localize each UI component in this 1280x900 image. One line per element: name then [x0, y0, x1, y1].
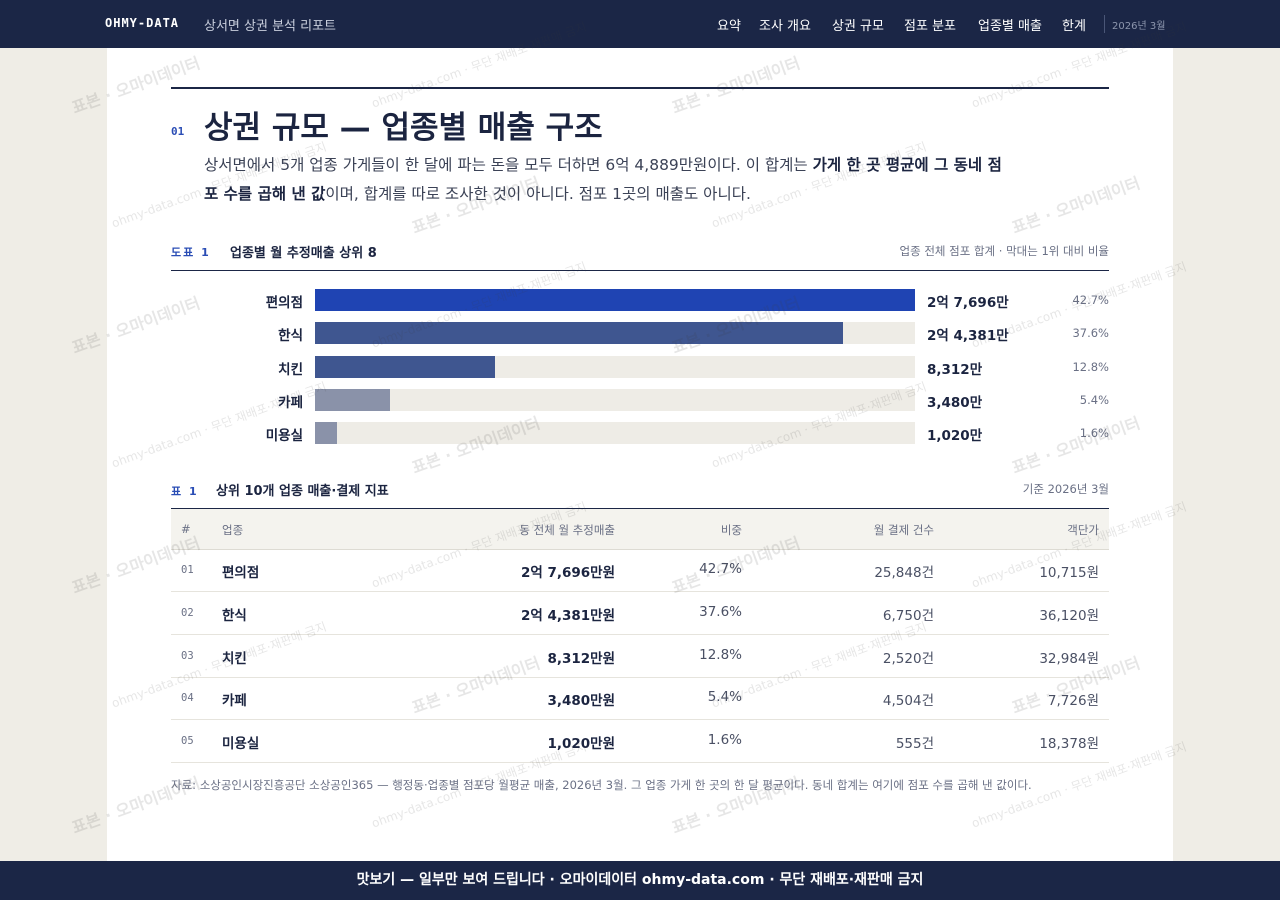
lede-text: 이며, 합계를 따로 조사한 것이 아니다. 점포 1곳의 매출도 아니다. [325, 185, 751, 203]
table-cell: 18,378원 [1039, 736, 1099, 753]
header-date: 2026년 3월 [1112, 21, 1166, 32]
report-title: 상서면 상권 분석 리포트 [204, 19, 336, 34]
lede: 상서면에서 5개 업종 가게들이 한 달에 파는 돈을 모두 더하면 6억 4,… [204, 151, 1004, 209]
section-title: 상권 규모 — 업종별 매출 구조 [204, 110, 603, 146]
row-divider [171, 719, 1109, 721]
bar [315, 422, 338, 445]
table-cell: 3,480만원 [547, 693, 615, 710]
row-divider [171, 633, 1109, 635]
bar [315, 322, 844, 345]
brand: OHMY-DATA [105, 16, 180, 30]
table-cell: 1,020만원 [547, 736, 615, 753]
share-label: 5.4% [1079, 392, 1109, 407]
table-cell: 8,312만원 [547, 650, 615, 667]
table-header-row [171, 509, 1109, 550]
table-cell: 한식 [222, 607, 247, 624]
bar-track [315, 388, 915, 411]
bar-label: 편의점 [265, 295, 303, 311]
row-rank: 05 [181, 735, 194, 748]
bar-label: 미용실 [265, 428, 303, 445]
table-cell: 7,726원 [1047, 693, 1099, 710]
column-header: 객단가 [1067, 523, 1099, 537]
table-title: 상위 10개 업종 매출·결제 지표 [216, 484, 389, 499]
top-bar: OHMY-DATA 상서면 상권 분석 리포트 요약 조사 개요 상권 규모 점포 분포 업… [0, 0, 1280, 48]
table-cell: 25,848건 [874, 565, 934, 581]
table-cell: 36,120원 [1039, 607, 1099, 624]
share-label: 1.6% [1079, 426, 1109, 441]
bar-label: 치킨 [278, 361, 303, 378]
bar-label: 한식 [278, 328, 303, 345]
figure-label: 도표 1 [171, 246, 211, 259]
section-rule [171, 87, 1109, 89]
table-label: 표 1 [171, 485, 199, 498]
table-rule [171, 508, 1109, 509]
table-cell: 555건 [895, 736, 934, 753]
bar [315, 355, 496, 378]
table-cell: 치킨 [222, 650, 247, 667]
table-cell: 42.7% [699, 561, 742, 577]
value-label: 2억 4,381만 [927, 328, 1009, 345]
lede-emphasis: 가게 한 곳 평균에 그 동네 점포 수를 곱해 낸 값 [204, 156, 1002, 203]
table-cell: 32,984원 [1039, 650, 1099, 667]
nav-link[interactable]: 점포 분포 [904, 19, 956, 34]
table-cell: 10,715원 [1039, 565, 1099, 581]
share-label: 37.6% [1072, 326, 1109, 341]
column-header: 월 결제 건수 [873, 523, 934, 537]
table-cell: 12.8% [699, 646, 742, 663]
row-divider [171, 762, 1109, 764]
nav-link[interactable]: 조사 개요 [759, 19, 811, 34]
table-cell: 카페 [222, 693, 247, 710]
row-divider [171, 676, 1109, 678]
bar [315, 289, 915, 311]
section-number: 01 [171, 125, 185, 138]
table-cell: 5.4% [707, 689, 742, 706]
footer-banner: 맛보기 — 일부만 보여 드립니다 · 오마이데이터 ohmy-data.com… [0, 861, 1280, 900]
bar-label: 카페 [278, 394, 303, 411]
source-note: 자료: 소상공인시장진흥공단 소상공인365 — 행정동·업종별 점포당 월평균… [171, 778, 1032, 792]
table-cell: 미용실 [222, 736, 260, 753]
table-cell: 2억 7,696만원 [520, 565, 615, 581]
figure-note: 업종 전체 점포 합계 · 막대는 1위 대비 비율 [899, 244, 1110, 258]
nav-link[interactable]: 한계 [1062, 19, 1086, 34]
column-header: 업종 [222, 523, 244, 537]
lede-text: 상서면에서 5개 업종 가게들이 한 달에 파는 돈을 모두 더하면 6억 4,… [204, 156, 813, 174]
row-rank: 04 [181, 692, 194, 705]
table-cell: 2억 4,381만원 [520, 607, 615, 624]
table-cell: 편의점 [222, 565, 260, 581]
row-rank: 03 [181, 649, 194, 662]
nav-link[interactable]: 상권 규모 [832, 19, 884, 34]
paper [107, 48, 1173, 861]
figure-rule [171, 270, 1109, 271]
table-cell: 6,750건 [882, 607, 934, 624]
table-cell: 4,504건 [882, 693, 934, 710]
table-cell: 1.6% [707, 732, 742, 749]
row-rank: 01 [181, 564, 194, 576]
nav-divider [1104, 15, 1105, 33]
column-header: # [181, 522, 191, 536]
value-label: 2억 7,696만 [927, 295, 1009, 311]
table-note: 기준 2026년 3월 [1022, 482, 1109, 496]
bar-track [315, 422, 915, 445]
table-cell: 37.6% [699, 603, 742, 620]
figure-title: 업종별 월 추정매출 상위 8 [230, 246, 377, 261]
column-header: 비중 [720, 523, 742, 537]
bar [315, 388, 391, 411]
column-header: 동 전체 월 추정매출 [519, 523, 615, 537]
nav-link[interactable]: 업종별 매출 [978, 19, 1042, 34]
value-label: 8,312만 [927, 361, 983, 378]
row-divider [171, 591, 1109, 592]
table-cell: 2,520건 [882, 650, 934, 667]
value-label: 3,480만 [927, 394, 983, 411]
value-label: 1,020만 [927, 428, 983, 445]
share-label: 42.7% [1072, 293, 1109, 307]
row-rank: 02 [181, 606, 194, 619]
nav-link[interactable]: 요약 [717, 19, 741, 34]
share-label: 12.8% [1072, 359, 1109, 374]
